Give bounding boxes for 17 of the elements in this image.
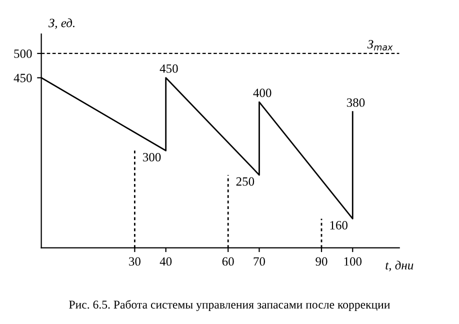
data-label: 380 (346, 98, 365, 107)
y-tick-label: 500 (14, 49, 32, 58)
x-tick-label: 40 (160, 257, 172, 266)
text: Рис. 6.5. Работа системы управления запасами после коррекции (69, 300, 390, 312)
ref-line-label: З$_{max}$ (367, 40, 393, 50)
x-tick-label: 100 (344, 257, 362, 266)
x-tick-label: 60 (222, 257, 234, 266)
data-label: 160 (330, 221, 348, 230)
x-tick-label: 90 (316, 257, 328, 266)
y-axis-title: З, ед. (48, 18, 74, 30)
data-label: 400 (253, 88, 272, 98)
data-label: 300 (143, 152, 161, 162)
data-label: 250 (236, 177, 254, 186)
x-axis-title: t, дни (386, 260, 414, 272)
x-tick-label: 70 (254, 257, 266, 266)
data-label: 450 (160, 64, 178, 73)
x-tick-label: 30 (129, 257, 140, 266)
